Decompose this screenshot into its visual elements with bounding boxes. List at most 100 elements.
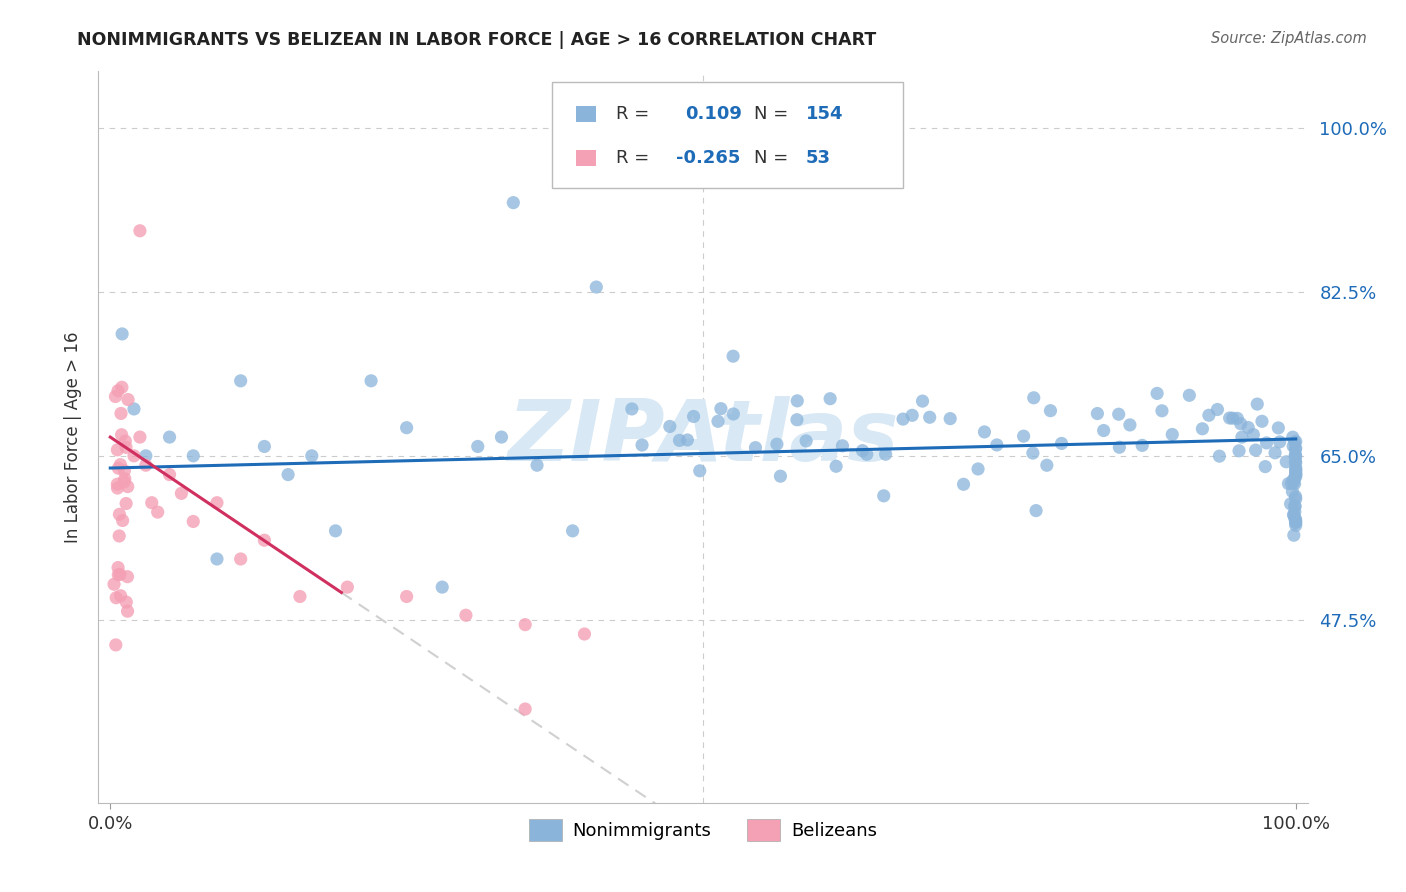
Point xyxy=(1281,484,1303,499)
Point xyxy=(107,442,129,457)
Point xyxy=(170,486,193,500)
Point xyxy=(1022,446,1045,460)
Point xyxy=(1284,448,1306,462)
Point xyxy=(1108,407,1130,421)
Point xyxy=(1285,518,1308,533)
Text: R =: R = xyxy=(616,149,655,167)
Point xyxy=(253,533,276,548)
Point xyxy=(1268,434,1291,449)
Point xyxy=(1285,513,1308,527)
Point xyxy=(117,392,139,407)
Point xyxy=(117,570,139,584)
Point xyxy=(986,438,1008,452)
Point xyxy=(911,394,934,409)
Point xyxy=(141,496,163,510)
Text: N =: N = xyxy=(754,104,794,123)
Point xyxy=(967,462,990,476)
Point xyxy=(105,477,128,491)
Point xyxy=(1208,449,1230,463)
Point xyxy=(205,496,228,510)
Point xyxy=(1284,442,1306,456)
FancyBboxPatch shape xyxy=(551,82,903,188)
Point xyxy=(1244,443,1267,458)
Point xyxy=(1285,455,1308,469)
Point xyxy=(107,461,129,475)
Point xyxy=(181,449,204,463)
Point xyxy=(1198,409,1220,423)
Point xyxy=(110,406,132,420)
Point xyxy=(1285,516,1308,530)
Point xyxy=(1022,391,1045,405)
Point xyxy=(825,459,848,474)
Point xyxy=(1279,476,1302,491)
Bar xyxy=(576,150,596,166)
Point xyxy=(707,414,730,428)
Point xyxy=(721,349,744,363)
Point xyxy=(1161,427,1184,442)
Point xyxy=(1229,417,1251,431)
Point xyxy=(1275,455,1298,469)
Point xyxy=(491,430,513,444)
Point xyxy=(668,434,690,448)
Point xyxy=(1285,469,1308,483)
Point xyxy=(1285,442,1308,456)
Point xyxy=(1222,411,1244,425)
Point xyxy=(205,552,228,566)
Point xyxy=(111,380,134,394)
Point xyxy=(117,604,139,618)
Point xyxy=(117,480,139,494)
Point xyxy=(515,702,537,716)
Point xyxy=(689,464,711,478)
Point xyxy=(1285,460,1308,475)
Point xyxy=(108,567,131,582)
Point xyxy=(1285,491,1308,506)
Point xyxy=(1279,497,1302,511)
Point xyxy=(1282,439,1305,453)
Point xyxy=(111,326,134,341)
Point xyxy=(110,427,132,442)
Point xyxy=(831,439,853,453)
Point xyxy=(901,409,924,423)
Point xyxy=(873,489,896,503)
Point xyxy=(1284,500,1306,514)
Point xyxy=(288,590,311,604)
Point xyxy=(786,393,808,408)
Point xyxy=(1146,386,1168,401)
Point xyxy=(135,449,157,463)
Point xyxy=(1092,424,1115,438)
Point xyxy=(108,508,131,522)
Point xyxy=(159,430,181,444)
Point xyxy=(1282,473,1305,487)
Point xyxy=(855,447,877,461)
Point xyxy=(114,472,136,486)
Point xyxy=(107,384,129,398)
Point xyxy=(1284,490,1306,504)
Point xyxy=(561,524,583,538)
Point xyxy=(1178,388,1201,402)
Point xyxy=(103,577,125,591)
Point xyxy=(467,440,489,454)
Point xyxy=(115,441,138,455)
Point xyxy=(818,392,841,406)
Point xyxy=(1285,467,1308,482)
Point xyxy=(1267,421,1289,435)
Point xyxy=(1025,503,1047,517)
Text: NONIMMIGRANTS VS BELIZEAN IN LABOR FORCE | AGE > 16 CORRELATION CHART: NONIMMIGRANTS VS BELIZEAN IN LABOR FORCE… xyxy=(77,31,876,49)
Point xyxy=(1284,499,1306,513)
Point xyxy=(104,390,127,404)
Point xyxy=(1150,404,1173,418)
Point xyxy=(1050,436,1073,450)
Point xyxy=(1282,528,1305,542)
Point xyxy=(515,617,537,632)
Text: 0.109: 0.109 xyxy=(685,104,742,123)
Point xyxy=(723,407,745,421)
Point xyxy=(277,467,299,482)
Point xyxy=(1264,446,1286,460)
Point xyxy=(676,433,699,447)
Point xyxy=(122,401,145,416)
Point xyxy=(112,475,135,489)
Point xyxy=(952,477,974,491)
Point xyxy=(105,591,128,605)
Point xyxy=(682,409,704,424)
Point xyxy=(253,440,276,454)
